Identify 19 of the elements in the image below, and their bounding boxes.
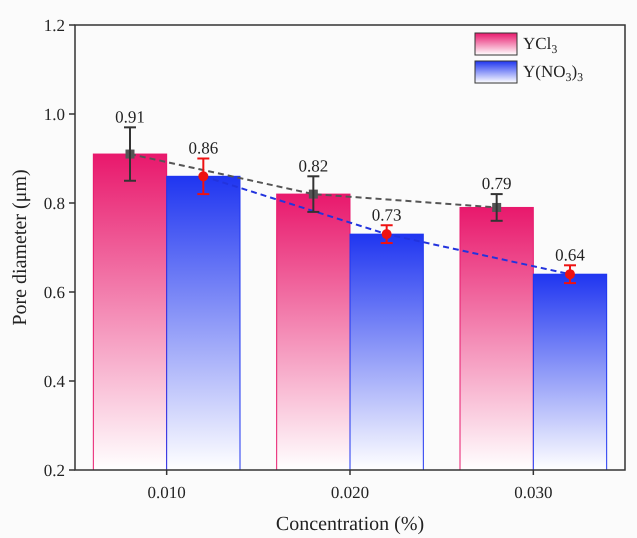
- x-tick-label: 0.010: [148, 483, 186, 502]
- y-tick-label: 0.8: [44, 194, 65, 213]
- y-tick-label: 1.2: [44, 16, 65, 35]
- data-label: 0.86: [188, 138, 218, 158]
- data-label: 0.64: [555, 245, 586, 264]
- y-tick-label: 1.0: [44, 104, 65, 124]
- data-label: 0.79: [482, 174, 512, 194]
- x-tick-label: 0.030: [514, 483, 552, 502]
- x-tick-label: 0.020: [330, 483, 370, 502]
- data-label: 0.73: [372, 205, 402, 224]
- x-axis-title: Concentration (%): [276, 513, 424, 535]
- legend-label: YCl$_{3}$: [523, 34, 558, 56]
- data-label: 0.82: [298, 156, 328, 176]
- data-label: 0.91: [115, 107, 145, 126]
- y-tick-label: 0.2: [44, 460, 65, 480]
- legend-label: Y(NO$_{3}$)$_{3}$: [523, 62, 584, 84]
- y-axis-title: Pore diameter (μm): [9, 169, 31, 326]
- y-tick-label: 0.4: [44, 372, 66, 391]
- y-tick-label: 0.6: [44, 282, 65, 302]
